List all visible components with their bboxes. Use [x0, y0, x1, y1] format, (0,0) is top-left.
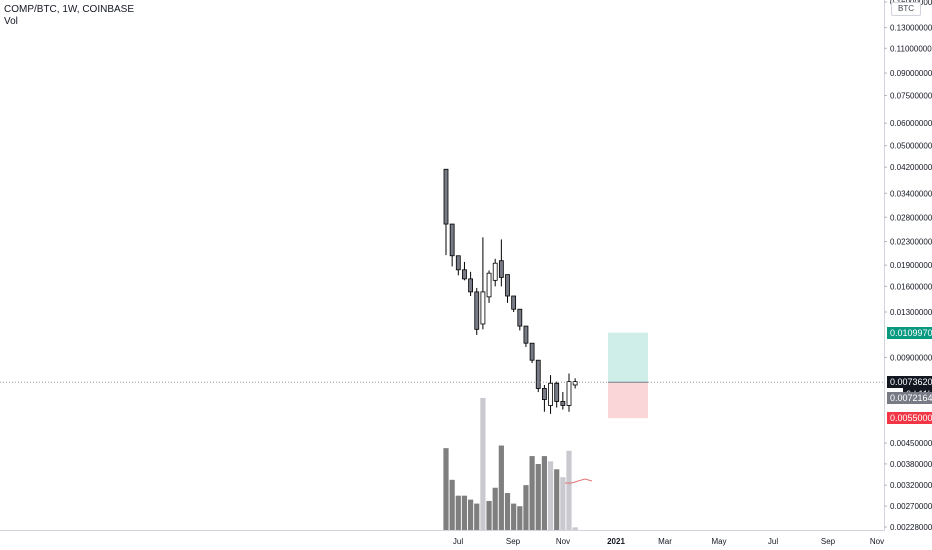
volume-bar: [523, 485, 529, 530]
y-tick-label: 0.00270000: [890, 502, 932, 511]
candle: [548, 375, 553, 414]
volume-bar: [541, 456, 547, 530]
volume-bar: [443, 448, 449, 530]
y-tick-label: 0.06000000: [890, 119, 932, 128]
y-tick-label: 0.11000000: [890, 44, 932, 53]
y-tick-label: 0.00320000: [890, 481, 932, 490]
volume-bar: [492, 487, 498, 530]
candle: [529, 342, 535, 364]
x-tick-label: Mar: [658, 537, 672, 546]
volume-bar: [560, 477, 566, 530]
loss-zone[interactable]: [608, 382, 648, 419]
candle: [480, 237, 486, 330]
x-tick-label: Jul: [768, 537, 778, 546]
x-tick-label: Jul: [453, 537, 463, 546]
x-tick-label: Nov: [870, 537, 884, 546]
chart-legend: COMP/BTC, 1W, COINBASE Vol: [4, 4, 134, 28]
x-tick-label: May: [711, 537, 726, 546]
symbol-title[interactable]: COMP/BTC, 1W, COINBASE: [4, 4, 135, 15]
volume-bar: [486, 500, 492, 530]
candle: [560, 392, 566, 410]
y-tick-label: 0.05000000: [890, 142, 932, 151]
time-axis[interactable]: Jul Sep Nov 2021 Mar May Jul Sep Nov: [453, 537, 884, 546]
candle: [468, 271, 474, 296]
y-tick-label: 0.00380000: [890, 460, 932, 469]
candle: [511, 295, 517, 313]
candle: [535, 359, 541, 393]
volume-bar: [529, 456, 535, 530]
y-tick-label: 0.02300000: [890, 238, 932, 247]
volume-indicator-label[interactable]: Vol: [4, 16, 18, 27]
candle: [554, 381, 560, 408]
volume-bar: [498, 445, 504, 530]
candle: [462, 261, 467, 281]
volume-bars: [443, 398, 593, 530]
target-price-tag: 0.01099705: [887, 326, 932, 339]
volume-bar: [474, 503, 480, 530]
y-tick-label: 0.00450000: [890, 439, 932, 448]
candle: [523, 325, 529, 347]
y-tick-label: 0.09000000: [890, 69, 932, 78]
candle: [486, 270, 492, 303]
volume-bar: [455, 495, 461, 530]
candle: [455, 255, 461, 276]
y-tick-label: 0.03400000: [890, 189, 932, 198]
profit-zone[interactable]: [608, 332, 648, 383]
volume-bar: [554, 469, 560, 530]
volume-bar: [468, 499, 474, 530]
stop-price-tag: 0.00550000: [887, 412, 932, 425]
candle: [498, 239, 504, 287]
volume-bar: [461, 495, 468, 530]
volume-bar: [480, 398, 486, 530]
average-price-tag: 0.00721645: [887, 391, 932, 404]
y-tick-label: 0.01900000: [890, 261, 932, 270]
y-tick-label: 0.01600000: [890, 282, 932, 291]
candle: [517, 308, 523, 331]
y-tick-label: 0.07500000: [890, 92, 932, 101]
candle: [443, 168, 449, 256]
volume-bar: [504, 493, 511, 530]
currency-badge[interactable]: BTC: [891, 2, 921, 16]
x-tick-label: Sep: [506, 537, 521, 546]
x-tick-label: Nov: [556, 537, 570, 546]
volume-bar: [511, 503, 517, 530]
y-tick-label: 0.01300000: [890, 308, 932, 317]
volume-bar: [535, 464, 541, 530]
candle: [505, 274, 510, 303]
candle: [542, 384, 547, 412]
volume-bar: [572, 527, 578, 530]
candle: [449, 223, 455, 267]
y-tick-label: 0.00900000: [890, 353, 932, 362]
x-tick-label: Sep: [821, 537, 836, 546]
volume-bar: [449, 479, 455, 530]
volume-bar: [517, 506, 523, 530]
volume-ma-line: [565, 478, 593, 484]
volume-bar: [547, 461, 554, 530]
y-tick-label: 0.02800000: [890, 213, 932, 222]
candle: [566, 373, 572, 412]
candle: [492, 258, 498, 287]
candle: [474, 287, 480, 335]
candlestick-series: [443, 168, 578, 414]
x-tick-label: 2021: [607, 537, 625, 546]
candle: [572, 378, 578, 389]
y-tick-label: 0.00228000: [890, 523, 932, 532]
y-tick-label: 0.04200000: [890, 163, 932, 172]
y-tick-label: 0.13000000: [890, 24, 932, 33]
volume-bar: [566, 450, 572, 530]
long-position-tool[interactable]: [608, 332, 648, 419]
